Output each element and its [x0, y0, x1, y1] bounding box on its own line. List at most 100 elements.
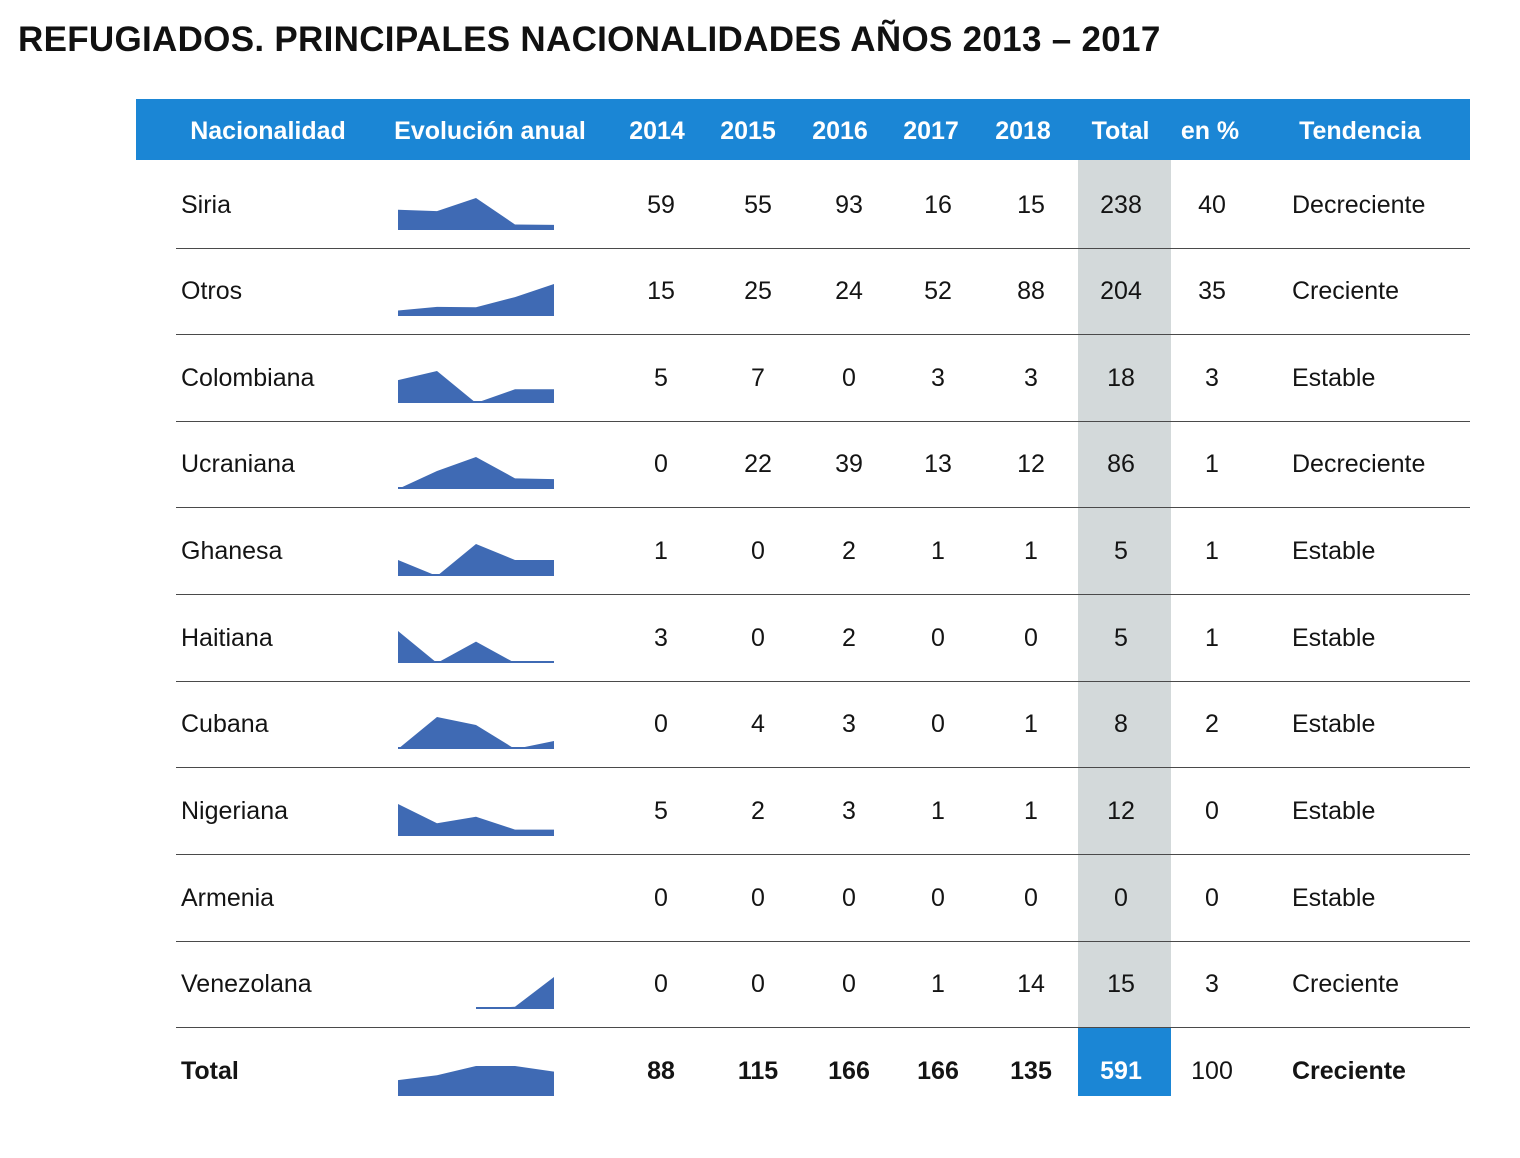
year-2014-cell: 0 — [654, 969, 668, 998]
total-cell: 591 — [1100, 1056, 1142, 1085]
nationality-cell: Total — [181, 1056, 239, 1085]
nationality-cell: Siria — [181, 190, 232, 219]
row-divider — [176, 854, 1470, 855]
sparkline — [398, 284, 554, 316]
table-row: Siria 59 55 93 16 15 238 40 Decreciente — [0, 164, 1520, 246]
sparkline — [476, 977, 554, 1009]
year-2016-cell: 0 — [842, 969, 856, 998]
sparkline-area — [398, 457, 554, 489]
year-2017-cell: 166 — [917, 1056, 959, 1085]
table-row: Haitiana 3 0 2 0 0 5 1 Estable — [0, 597, 1520, 679]
header-year-2016: 2016 — [812, 117, 868, 145]
sparkline-baseline — [398, 487, 554, 489]
table-row: Otros 15 25 24 52 88 204 35 Creciente — [0, 250, 1520, 332]
total-cell: 12 — [1107, 796, 1135, 825]
header-total: Total — [1091, 117, 1150, 145]
sparkline — [398, 371, 554, 403]
total-cell: 238 — [1100, 190, 1142, 219]
header-year-2015: 2015 — [720, 117, 776, 145]
year-2018-cell: 135 — [1010, 1056, 1052, 1085]
sparkline-baseline — [398, 661, 554, 663]
sparkline-baseline — [398, 228, 554, 230]
year-2015-cell: 0 — [751, 536, 765, 565]
trend-cell: Estable — [1292, 536, 1376, 565]
percent-cell: 1 — [1205, 536, 1219, 565]
year-2018-cell: 1 — [1024, 536, 1038, 565]
year-2018-cell: 0 — [1024, 623, 1038, 652]
year-2017-cell: 0 — [931, 883, 945, 912]
sparkline-baseline — [398, 1094, 554, 1096]
row-divider — [176, 1027, 1470, 1028]
total-cell: 5 — [1114, 536, 1128, 565]
sparkline-area — [398, 804, 554, 836]
sparkline-baseline — [398, 314, 554, 316]
sparkline — [398, 804, 554, 836]
nationality-cell: Colombiana — [181, 363, 315, 392]
year-2016-cell: 3 — [842, 796, 856, 825]
year-2016-cell: 2 — [842, 623, 856, 652]
trend-cell: Estable — [1292, 623, 1376, 652]
nationality-cell: Nigeriana — [181, 796, 289, 825]
row-divider — [176, 941, 1470, 942]
year-2017-cell: 52 — [924, 276, 952, 305]
year-2017-cell: 1 — [931, 796, 945, 825]
year-2014-cell: 3 — [654, 623, 668, 652]
header-evolution: Evolución anual — [394, 117, 586, 145]
sparkline-area — [476, 977, 554, 1009]
year-2014-cell: 0 — [654, 883, 668, 912]
header-year-2014: 2014 — [629, 117, 685, 145]
sparkline-baseline — [476, 1007, 554, 1009]
row-divider — [176, 767, 1470, 768]
header-year-2017: 2017 — [903, 117, 959, 145]
year-2014-cell: 15 — [647, 276, 675, 305]
year-2014-cell: 1 — [654, 536, 668, 565]
sparkline — [398, 457, 554, 489]
year-2014-cell: 5 — [654, 796, 668, 825]
table-row: Ghanesa 1 0 2 1 1 5 1 Estable — [0, 510, 1520, 592]
nationality-cell: Haitiana — [181, 623, 273, 652]
year-2014-cell: 0 — [654, 449, 668, 478]
table-row: Colombiana 5 7 0 3 3 18 3 Estable — [0, 337, 1520, 419]
year-2016-cell: 2 — [842, 536, 856, 565]
year-2018-cell: 0 — [1024, 883, 1038, 912]
year-2014-cell: 59 — [647, 190, 675, 219]
year-2017-cell: 13 — [924, 449, 952, 478]
year-2018-cell: 3 — [1024, 363, 1038, 392]
year-2018-cell: 1 — [1024, 796, 1038, 825]
header-trend: Tendencia — [1299, 117, 1421, 145]
year-2017-cell: 3 — [931, 363, 945, 392]
percent-cell: 35 — [1198, 276, 1226, 305]
grand-total-highlight — [1078, 1027, 1171, 1096]
year-2016-cell: 0 — [842, 363, 856, 392]
sparkline-baseline — [398, 747, 554, 749]
year-2016-cell: 93 — [835, 190, 863, 219]
year-2014-cell: 88 — [647, 1056, 675, 1085]
header-nationality: Nacionalidad — [190, 117, 346, 145]
table-header-bar — [136, 99, 1470, 160]
percent-cell: 3 — [1205, 363, 1219, 392]
total-cell: 18 — [1107, 363, 1135, 392]
trend-cell: Decreciente — [1292, 190, 1426, 219]
percent-cell: 3 — [1205, 969, 1219, 998]
trend-cell: Decreciente — [1292, 449, 1426, 478]
year-2017-cell: 1 — [931, 536, 945, 565]
header-percent: en % — [1180, 117, 1240, 145]
row-divider — [176, 248, 1470, 249]
year-2014-cell: 0 — [654, 709, 668, 738]
sparkline-area — [398, 631, 554, 663]
trend-cell: Creciente — [1292, 276, 1399, 305]
sparkline-area — [398, 717, 554, 749]
percent-cell: 0 — [1205, 883, 1219, 912]
sparkline-baseline — [398, 401, 554, 403]
sparkline — [398, 1066, 554, 1096]
table-row: Venezolana 0 0 0 1 14 15 3 Creciente — [0, 943, 1520, 1025]
total-cell: 5 — [1114, 623, 1128, 652]
year-2017-cell: 1 — [931, 969, 945, 998]
year-2018-cell: 14 — [1017, 969, 1045, 998]
year-2015-cell: 0 — [751, 623, 765, 652]
year-2015-cell: 2 — [751, 796, 765, 825]
trend-cell: Creciente — [1292, 969, 1399, 998]
percent-cell: 0 — [1205, 796, 1219, 825]
trend-cell: Estable — [1292, 363, 1376, 392]
year-2016-cell: 3 — [842, 709, 856, 738]
